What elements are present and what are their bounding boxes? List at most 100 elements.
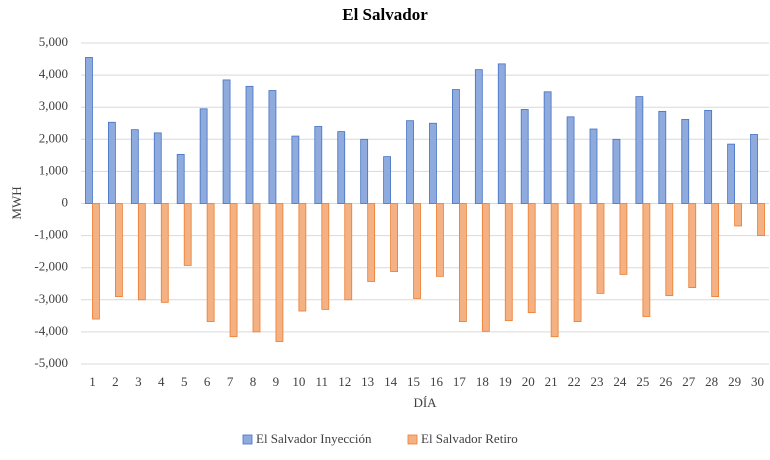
bar: [504, 203, 513, 322]
bar: [589, 128, 598, 204]
x-tick-label: 23: [591, 374, 604, 389]
x-tick-label: 19: [499, 374, 512, 389]
x-tick-label: 6: [204, 374, 211, 389]
bar: [550, 203, 559, 338]
bar: [360, 138, 369, 204]
x-tick-label: 5: [181, 374, 188, 389]
bar: [727, 143, 735, 204]
y-tick-label: -5,000: [34, 355, 68, 370]
bar: [497, 63, 506, 204]
x-tick-label: 22: [568, 374, 581, 389]
bar: [268, 90, 277, 204]
legend-label: El Salvador Inyección: [256, 431, 372, 446]
x-tick-label: 7: [227, 374, 234, 389]
bar: [704, 110, 713, 204]
bar: [406, 120, 414, 204]
bar: [206, 203, 215, 323]
bar: [367, 203, 376, 282]
bar: [390, 203, 399, 272]
bar: [681, 118, 690, 204]
chart-title: El Salvador: [342, 5, 428, 24]
bar: [750, 134, 758, 204]
x-tick-label: 27: [682, 374, 696, 389]
bar: [612, 138, 621, 204]
bar: [757, 203, 765, 236]
x-tick-label: 14: [384, 374, 398, 389]
bar: [451, 89, 460, 204]
bar: [635, 96, 644, 204]
bar: [383, 156, 392, 204]
bar: [153, 132, 162, 204]
bar: [321, 203, 330, 310]
bar: [252, 203, 261, 333]
y-tick-label: -4,000: [34, 323, 68, 338]
bar: [711, 203, 720, 297]
bar: [337, 131, 346, 204]
y-tick-label: 4,000: [39, 66, 68, 81]
x-tick-label: 9: [273, 374, 280, 389]
legend-swatch: [242, 434, 253, 445]
bar: [85, 57, 93, 204]
y-tick-label: -2,000: [34, 259, 68, 274]
y-axis-label: MWH: [9, 186, 24, 219]
y-tick-label: 1,000: [39, 162, 68, 177]
bar: [176, 153, 185, 204]
x-tick-label: 12: [338, 374, 351, 389]
bar: [298, 203, 307, 312]
bar: [596, 203, 605, 294]
bar: [658, 110, 667, 204]
bar: [115, 203, 123, 297]
bar: [481, 203, 490, 332]
x-tick-label: 8: [250, 374, 257, 389]
x-tick-label: 17: [453, 374, 467, 389]
y-tick-label: -1,000: [34, 227, 68, 242]
bar: [436, 203, 444, 277]
bar: [520, 109, 529, 204]
bar: [160, 203, 169, 303]
bar: [665, 203, 674, 297]
y-tick-label: 0: [62, 194, 69, 209]
bar: [92, 203, 100, 320]
bar: [619, 203, 628, 275]
bar: [199, 108, 208, 204]
bar: [222, 79, 231, 204]
legend-swatch: [407, 434, 418, 445]
bar: [229, 203, 238, 338]
bar: [245, 85, 254, 204]
bar: [429, 122, 437, 204]
bar: [688, 203, 697, 289]
bar: [734, 203, 742, 227]
bar: [130, 129, 139, 204]
bar: [413, 203, 421, 299]
x-axis-label: DÍA: [413, 395, 437, 410]
bar: [573, 203, 582, 323]
bar: [566, 116, 575, 204]
legend-label: El Salvador Retiro: [421, 431, 518, 446]
x-tick-label: 20: [522, 374, 535, 389]
y-tick-label: -3,000: [34, 291, 68, 306]
bar: [458, 203, 467, 323]
x-tick-label: 1: [89, 374, 96, 389]
x-tick-label: 18: [476, 374, 489, 389]
x-tick-label: 24: [613, 374, 627, 389]
bar: [291, 135, 300, 204]
x-tick-label: 25: [636, 374, 649, 389]
bar: [108, 121, 116, 204]
x-tick-label: 30: [751, 374, 764, 389]
x-tick-label: 21: [545, 374, 558, 389]
bar: [183, 203, 192, 266]
x-tick-label: 13: [361, 374, 374, 389]
bar: [642, 203, 651, 317]
bar: [543, 91, 552, 204]
bar: [474, 69, 483, 204]
y-tick-label: 5,000: [39, 34, 68, 49]
x-tick-label: 29: [728, 374, 741, 389]
x-tick-label: 16: [430, 374, 444, 389]
y-tick-label: 3,000: [39, 98, 68, 113]
x-tick-label: 10: [292, 374, 305, 389]
x-tick-label: 26: [659, 374, 673, 389]
bar: [344, 203, 353, 301]
bar: [137, 203, 146, 301]
x-tick-label: 3: [135, 374, 142, 389]
bar: [275, 203, 284, 342]
